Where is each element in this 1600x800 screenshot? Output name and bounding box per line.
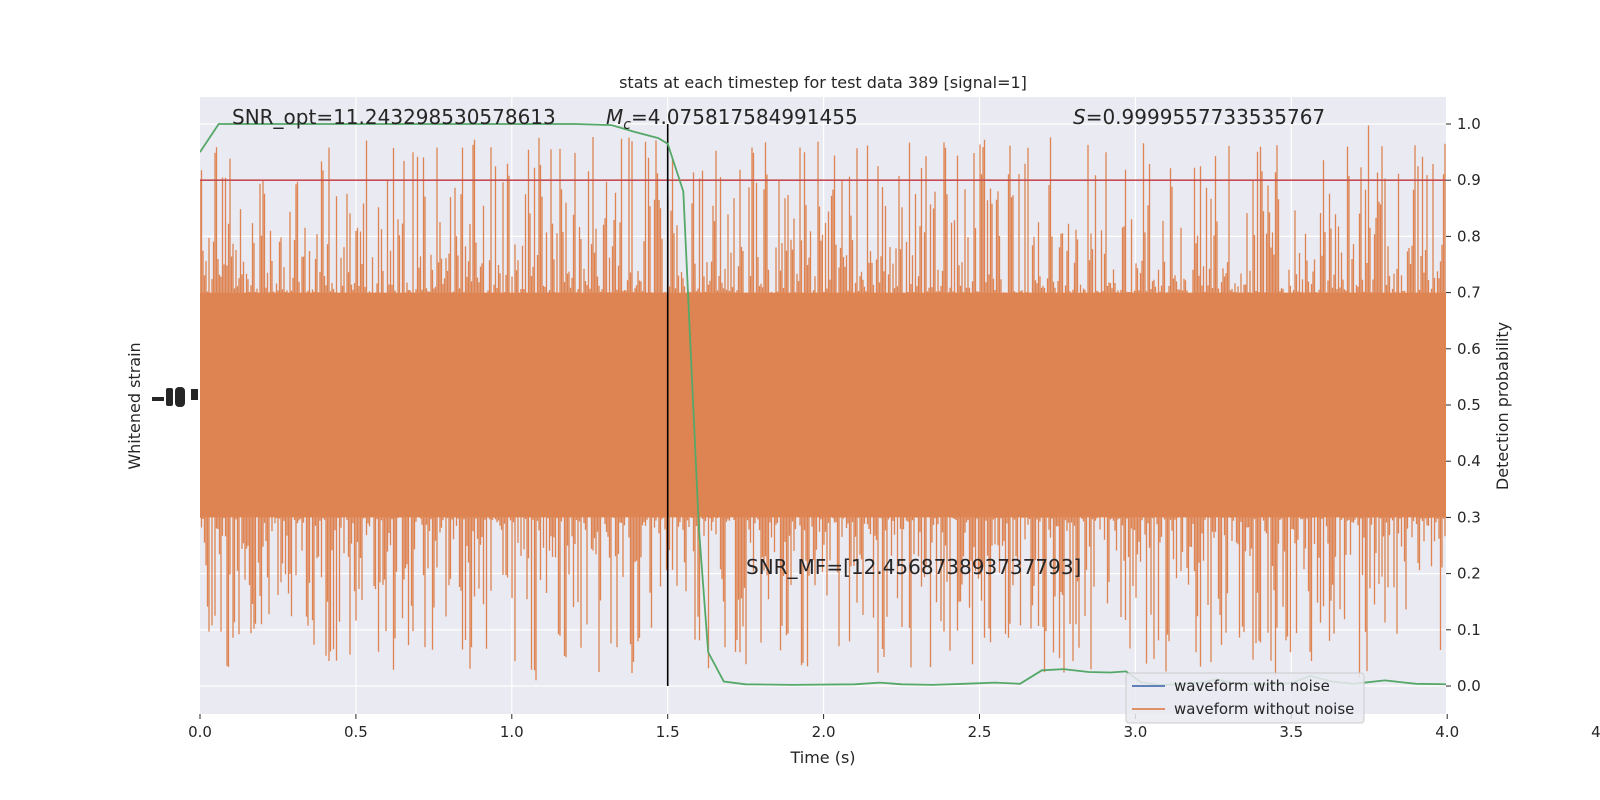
y-tick-label: 0.6 — [1457, 340, 1481, 358]
right-axis-label: Detection probability — [1493, 322, 1512, 490]
y-tick-label: 0.4 — [1457, 452, 1481, 470]
x-tick-label: 2.0 — [812, 723, 836, 741]
y-tick-label: 0.7 — [1457, 284, 1481, 302]
y-tick-label: 0.9 — [1457, 171, 1481, 189]
y-tick-label: 0.5 — [1457, 396, 1481, 414]
x-tick-label: 1.0 — [500, 723, 524, 741]
y-tick-label: 0.2 — [1457, 565, 1481, 583]
y-tick-label: 0.1 — [1457, 621, 1481, 639]
x-axis-label: Time (s) — [789, 748, 855, 767]
legend-label-without-noise: waveform without noise — [1174, 700, 1354, 718]
legend: waveform with noise waveform without noi… — [1125, 672, 1365, 724]
y-tick-label: 1.0 — [1457, 115, 1481, 133]
right-axis-ticks: 0.0 0.1 0.2 0.3 0.4 0.5 0.6 0.7 0.8 0.9 1.0 — [1446, 115, 1481, 695]
chart-title: stats at each timestep for test data 389… — [619, 73, 1027, 92]
left-axis-marks — [152, 387, 198, 407]
x-axis-ticks: 0.00.51.01.52.02.53.03.54.04.55.05.56.06… — [188, 714, 1600, 741]
legend-label-with-noise: waveform with noise — [1174, 677, 1330, 695]
x-tick-label: 1.5 — [656, 723, 680, 741]
x-tick-label: 4.5 — [1591, 723, 1600, 741]
y-tick-label: 0.8 — [1457, 227, 1481, 245]
x-tick-label: 4.0 — [1435, 723, 1459, 741]
chirp-mass-annotation: Mc=4.075817584991455 — [606, 105, 858, 133]
x-tick-label: 3.0 — [1123, 723, 1147, 741]
noise-trace — [200, 125, 1446, 681]
snr-opt-annotation: SNR_opt=11.243298530578613 — [232, 105, 556, 129]
x-tick-label: 2.5 — [968, 723, 992, 741]
snr-mf-annotation: SNR_MF=[12.456873893737793] — [746, 555, 1081, 579]
score-annotation: S=0.9999557733535767 — [1073, 105, 1325, 129]
x-tick-label: 3.5 — [1279, 723, 1303, 741]
left-axis-label: Whitened strain — [125, 342, 144, 469]
y-tick-label: 0.3 — [1457, 508, 1481, 526]
x-tick-label: 0.0 — [188, 723, 212, 741]
legend-box — [1125, 672, 1365, 724]
y-tick-label: 0.0 — [1457, 677, 1481, 695]
marker-lines — [666, 124, 669, 686]
waveform-without-noise-series — [200, 125, 1446, 681]
x-tick-label: 0.5 — [344, 723, 368, 741]
